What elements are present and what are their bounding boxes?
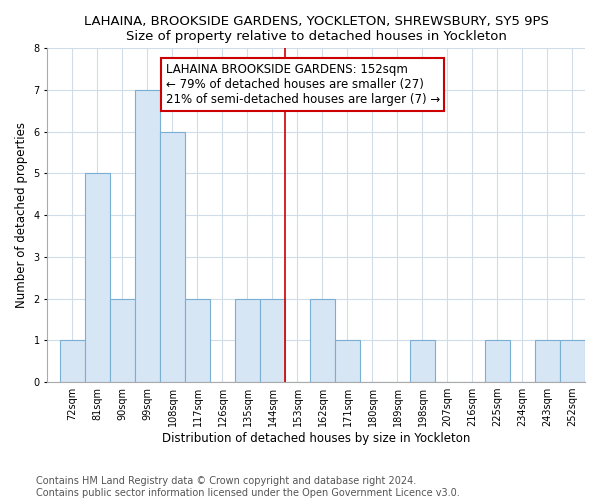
Bar [310, 298, 335, 382]
Bar [60, 340, 85, 382]
Text: LAHAINA BROOKSIDE GARDENS: 152sqm
← 79% of detached houses are smaller (27)
21% : LAHAINA BROOKSIDE GARDENS: 152sqm ← 79% … [166, 63, 440, 106]
Bar [335, 340, 360, 382]
Bar [485, 340, 510, 382]
Bar [260, 298, 285, 382]
Bar [85, 174, 110, 382]
Bar [135, 90, 160, 382]
Title: LAHAINA, BROOKSIDE GARDENS, YOCKLETON, SHREWSBURY, SY5 9PS
Size of property rela: LAHAINA, BROOKSIDE GARDENS, YOCKLETON, S… [84, 15, 548, 43]
Bar [160, 132, 185, 382]
Bar [560, 340, 585, 382]
Bar [185, 298, 210, 382]
Bar [410, 340, 435, 382]
Text: Contains HM Land Registry data © Crown copyright and database right 2024.
Contai: Contains HM Land Registry data © Crown c… [36, 476, 460, 498]
Bar [535, 340, 560, 382]
Y-axis label: Number of detached properties: Number of detached properties [15, 122, 28, 308]
X-axis label: Distribution of detached houses by size in Yockleton: Distribution of detached houses by size … [162, 432, 470, 445]
Bar [110, 298, 135, 382]
Bar [235, 298, 260, 382]
